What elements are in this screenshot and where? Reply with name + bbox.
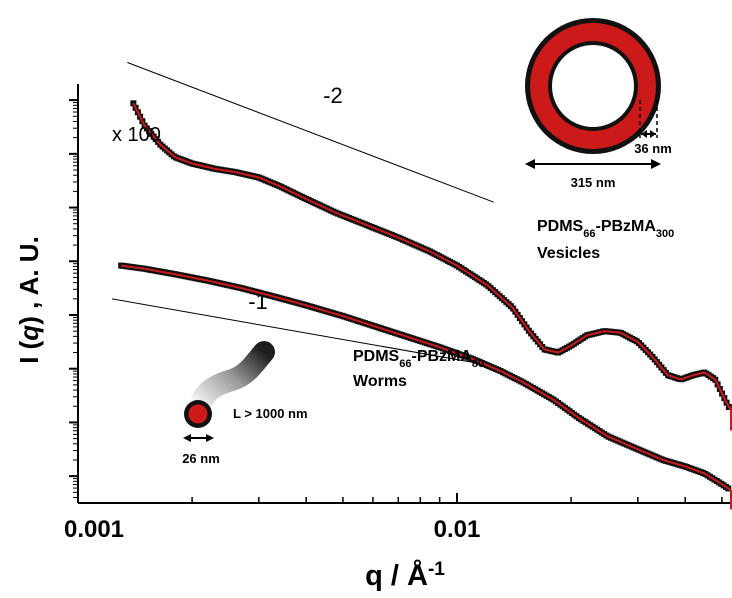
diameter-dim-arrowhead [525,159,535,169]
worm-core [188,404,208,424]
worm-diam-arrowhead [183,434,191,442]
worm-name-sub2: 80 [472,358,484,370]
x-axis-title-base: q / Å [365,559,428,592]
worm-name-sub1: 66 [399,358,411,370]
worm-body [188,341,275,423]
fit-line-vesicles [132,102,732,431]
scale-factor-label: x 100 [112,124,161,146]
vesicle-lumen [552,45,634,127]
fit-line-worms [121,264,732,510]
x-axis-title: q / Å-1 [365,559,445,593]
x-axis-title-sup: -1 [428,559,445,580]
y-axis-title-post: ) , A. U. [14,236,44,325]
worm-schematic: 26 nm L > 1000 nm [182,341,308,466]
worm-sample-name: PDMS66-PBzMA80 [353,348,484,370]
vesicle-schematic: 36 nm 315 nm [525,18,672,190]
vesicle-morphology-label: Vesicles [537,245,600,262]
worm-name-mid: -PBzMA [411,348,472,365]
y-axis-title: I (q) , A. U. [14,236,44,364]
vesicle-name-pre: PDMS [537,218,584,235]
series-vesicles [130,100,732,431]
vesicle-diameter-label: 315 nm [571,175,616,190]
worm-diameter-label: 26 nm [182,451,220,466]
wall-dim-arrowhead [650,130,656,138]
series-worms [118,262,732,510]
diameter-dim-arrowhead [651,159,661,169]
vesicle-name-sub2: 300 [656,228,674,240]
worm-name-pre: PDMS [353,348,400,365]
worm-diam-arrowhead [206,434,214,442]
vesicle-name-mid: -PBzMA [595,218,656,235]
worm-morphology-label: Worms [353,373,407,390]
axes [69,84,732,504]
slope-guide-line [111,298,494,367]
series-layer [118,100,732,510]
x-axis-ticks [77,493,723,503]
wall-thickness-label: 36 nm [634,141,672,156]
x-tick-label: 0.001 [64,516,124,543]
y-axis-title-pre: I ( [14,340,44,363]
wall-dim-arrowhead [641,130,647,138]
slope-label-2: -2 [323,83,343,108]
y-axis-ticks [69,99,78,499]
slope-guides [111,62,494,367]
slope-guide-line [127,62,494,203]
y-axis-title-italic: q [14,325,44,341]
worm-length-label: L > 1000 nm [233,406,308,421]
vesicle-sample-name: PDMS66-PBzMA300 [537,218,674,240]
vesicle-name-sub1: 66 [583,228,595,240]
x-tick-label: 0.01 [434,516,481,543]
